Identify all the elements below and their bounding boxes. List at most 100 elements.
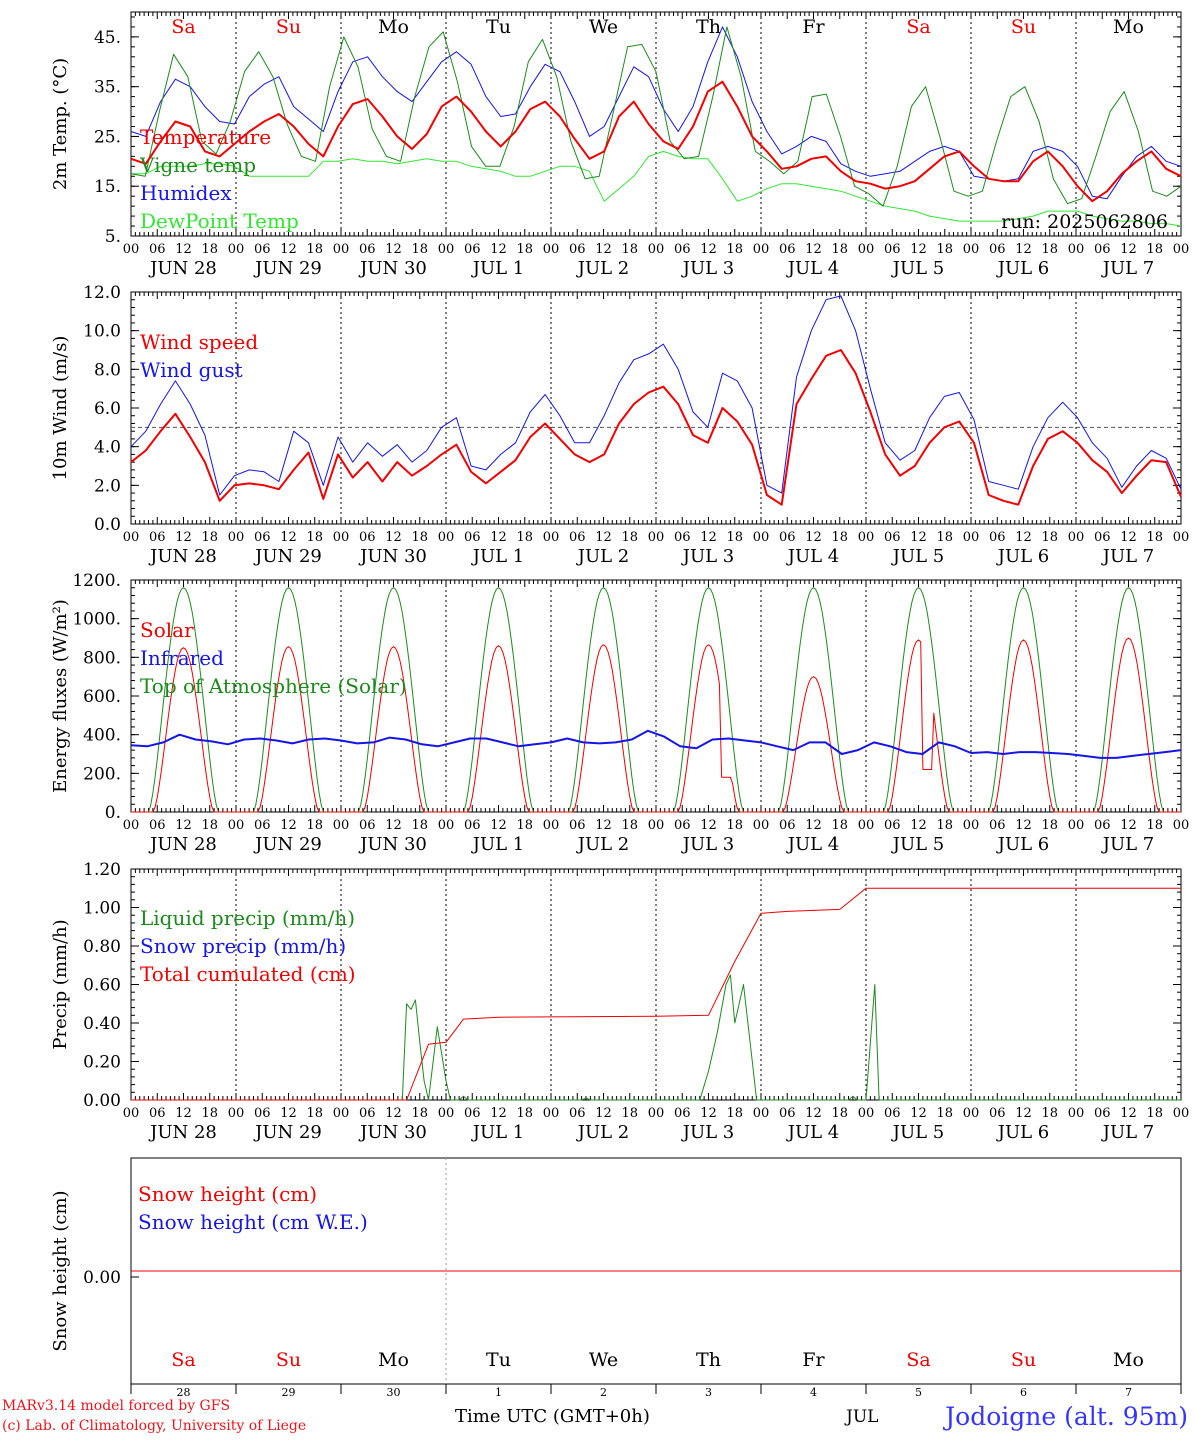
hour-tick-label: 12 (700, 530, 717, 545)
y-tick-label: 200. (83, 764, 121, 784)
hour-tick-label: 00 (228, 818, 245, 833)
hour-tick-label: 00 (753, 530, 770, 545)
y-tick-label: 2.0 (94, 476, 121, 496)
hour-tick-label: 18 (201, 242, 218, 257)
day-name-bottom: Su (1011, 1349, 1036, 1371)
hour-tick-label: 18 (1041, 818, 1058, 833)
date-tick-label: JUL 1 (471, 1122, 525, 1143)
hour-tick-label: 18 (726, 818, 743, 833)
hour-tick-label: 06 (779, 818, 796, 833)
hour-tick-label: 18 (726, 1106, 743, 1121)
hour-tick-label: 06 (149, 242, 166, 257)
legend-infrared: Infrared (140, 646, 224, 670)
hour-tick-label: 00 (1068, 818, 1085, 833)
hour-tick-label: 06 (884, 818, 901, 833)
hour-tick-label: 12 (1120, 1106, 1137, 1121)
hour-tick-label: 12 (595, 1106, 612, 1121)
hour-tick-label: 12 (175, 818, 192, 833)
hour-tick-label: 12 (910, 1106, 927, 1121)
hour-tick-label: 00 (858, 818, 875, 833)
hour-tick-label: 00 (438, 530, 455, 545)
hour-tick-label: 06 (1094, 530, 1111, 545)
legend-snow-precip-mm-h-: Snow precip (mm/h) (140, 934, 346, 958)
hour-tick-label: 18 (621, 1106, 638, 1121)
date-tick-label: JUL 1 (471, 834, 525, 855)
legend-humidex: Humidex (140, 181, 232, 205)
hour-tick-label: 06 (254, 818, 271, 833)
hour-tick-label: 06 (779, 242, 796, 257)
hour-tick-label: 06 (1094, 818, 1111, 833)
date-tick-label: JUL 7 (1101, 546, 1155, 567)
series-solar (131, 637, 1181, 813)
day-name-bottom: Sa (906, 1349, 930, 1371)
hour-tick-label: 12 (385, 530, 402, 545)
hour-tick-label: 18 (201, 1106, 218, 1121)
date-tick-label: JUL 4 (786, 258, 840, 279)
day-name-top: Mo (378, 16, 409, 38)
date-tick-label: JUN 29 (253, 258, 322, 279)
hour-tick-label: 06 (254, 1106, 271, 1121)
hour-tick-label: 06 (359, 530, 376, 545)
hour-tick-label: 12 (385, 1106, 402, 1121)
day-name-bottom: Th (696, 1349, 721, 1371)
day-number-label: 4 (810, 1386, 817, 1399)
hour-tick-label: 18 (516, 530, 533, 545)
date-tick-label: JUL 4 (786, 546, 840, 567)
hour-tick-label: 18 (726, 530, 743, 545)
hour-tick-label: 00 (963, 530, 980, 545)
hour-tick-label: 12 (1120, 818, 1137, 833)
day-name-top: Mo (1113, 16, 1144, 38)
hour-tick-label: 00 (438, 1106, 455, 1121)
hour-tick-label: 00 (963, 242, 980, 257)
hour-tick-label: 00 (333, 818, 350, 833)
day-name-bottom: Fr (802, 1349, 825, 1371)
date-tick-label: JUN 30 (358, 258, 427, 279)
day-name-bottom: Mo (378, 1349, 409, 1371)
day-number-label: 1 (495, 1386, 502, 1399)
hour-tick-label: 18 (1146, 242, 1163, 257)
y-axis-label: Precip (mm/h) (50, 919, 71, 1049)
date-tick-label: JUL 3 (681, 834, 735, 855)
hour-tick-label: 06 (674, 818, 691, 833)
day-number-label: 29 (282, 1386, 296, 1399)
hour-tick-label: 00 (228, 1106, 245, 1121)
series-dewpoint-temp (131, 150, 1182, 227)
date-tick-label: JUL 5 (891, 546, 945, 567)
hour-tick-label: 12 (280, 818, 297, 833)
date-tick-label: JUN 30 (358, 546, 427, 567)
hour-tick-label: 12 (595, 530, 612, 545)
hour-tick-label: 12 (700, 1106, 717, 1121)
hour-tick-label: 06 (464, 530, 481, 545)
x-axis-title: Time UTC (GMT+0h) (455, 1406, 650, 1427)
date-tick-label: JUL 4 (786, 834, 840, 855)
hour-tick-label: 06 (254, 242, 271, 257)
legend-snow-height-cm-: Snow height (cm) (138, 1182, 317, 1206)
legend-snow-height-cm-w-e-: Snow height (cm W.E.) (138, 1210, 368, 1234)
date-tick-label: JUL 5 (891, 258, 945, 279)
y-tick-label: 1.00 (83, 899, 121, 919)
date-tick-label: JUL 2 (576, 834, 630, 855)
day-name-top: We (589, 16, 618, 38)
day-name-top: Tu (486, 16, 511, 38)
hour-tick-label: 00 (1068, 242, 1085, 257)
hour-tick-label: 06 (569, 818, 586, 833)
date-tick-label: JUL 5 (891, 834, 945, 855)
hour-tick-label: 12 (910, 242, 927, 257)
hour-tick-label: 18 (201, 530, 218, 545)
y-tick-label: 5. (105, 227, 121, 247)
series-infrared (130, 729, 1182, 759)
date-tick-label: JUL 6 (996, 1122, 1050, 1143)
hour-tick-label: 18 (726, 242, 743, 257)
credit-line-1: MARv3.14 model forced by GFS (2, 1398, 231, 1414)
date-tick-label: JUL 3 (681, 546, 735, 567)
hour-tick-label: 00 (123, 818, 140, 833)
hour-tick-label: 00 (543, 1106, 560, 1121)
hour-tick-label: 18 (1146, 1106, 1163, 1121)
hour-tick-label: 00 (123, 242, 140, 257)
hour-tick-label: 18 (306, 242, 323, 257)
day-name-top: Fr (802, 16, 825, 38)
y-tick-label: 0.0 (94, 515, 121, 535)
y-tick-label: 0.00 (83, 1091, 121, 1111)
date-tick-label: JUL 6 (996, 834, 1050, 855)
